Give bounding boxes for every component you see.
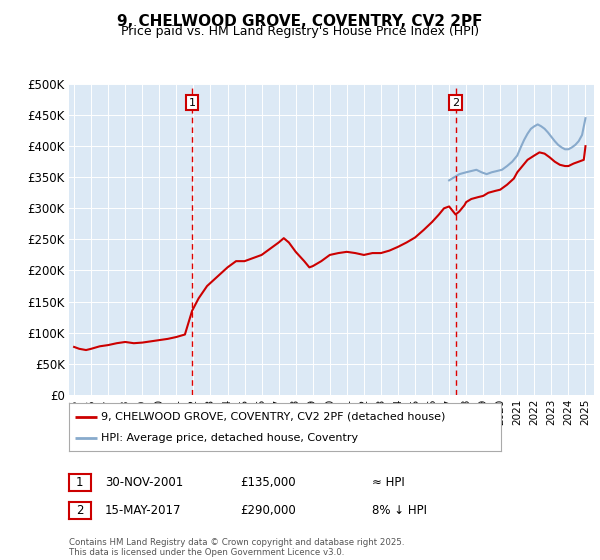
Text: £290,000: £290,000 [240, 504, 296, 517]
Text: HPI: Average price, detached house, Coventry: HPI: Average price, detached house, Cove… [101, 433, 359, 444]
Text: Contains HM Land Registry data © Crown copyright and database right 2025.
This d: Contains HM Land Registry data © Crown c… [69, 538, 404, 557]
Text: 8% ↓ HPI: 8% ↓ HPI [372, 504, 427, 517]
Text: 1: 1 [76, 475, 83, 489]
Text: 2: 2 [76, 503, 83, 517]
Text: 2: 2 [452, 97, 459, 108]
Text: 15-MAY-2017: 15-MAY-2017 [105, 504, 182, 517]
Text: 30-NOV-2001: 30-NOV-2001 [105, 476, 183, 489]
Text: 9, CHELWOOD GROVE, COVENTRY, CV2 2PF: 9, CHELWOOD GROVE, COVENTRY, CV2 2PF [117, 14, 483, 29]
Text: 1: 1 [188, 97, 196, 108]
Text: ≈ HPI: ≈ HPI [372, 476, 405, 489]
Text: Price paid vs. HM Land Registry's House Price Index (HPI): Price paid vs. HM Land Registry's House … [121, 25, 479, 38]
Text: 9, CHELWOOD GROVE, COVENTRY, CV2 2PF (detached house): 9, CHELWOOD GROVE, COVENTRY, CV2 2PF (de… [101, 412, 446, 422]
Text: £135,000: £135,000 [240, 476, 296, 489]
